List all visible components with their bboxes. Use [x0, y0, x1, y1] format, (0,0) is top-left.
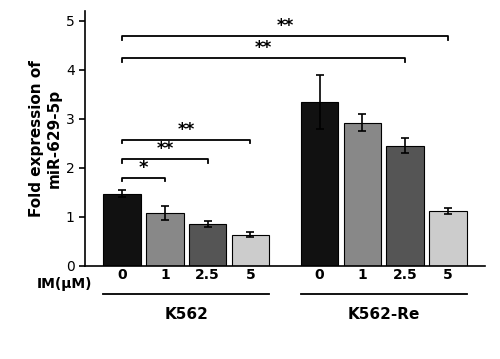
Bar — [103, 194, 141, 266]
Bar — [232, 235, 270, 266]
Bar — [300, 102, 339, 266]
Bar — [429, 211, 467, 266]
Text: K562-Re: K562-Re — [348, 307, 420, 322]
Text: **: ** — [156, 140, 174, 158]
Text: *: * — [138, 159, 148, 177]
Text: **: ** — [178, 121, 195, 139]
Bar — [386, 145, 424, 266]
Y-axis label: Fold expression of
miR-629-5p: Fold expression of miR-629-5p — [29, 60, 62, 216]
Bar — [344, 122, 382, 266]
Bar — [146, 213, 184, 266]
Text: **: ** — [276, 17, 293, 35]
Text: K562: K562 — [164, 307, 208, 322]
Bar — [188, 224, 226, 266]
Text: IM(μM): IM(μM) — [36, 277, 92, 291]
Text: **: ** — [255, 39, 272, 57]
